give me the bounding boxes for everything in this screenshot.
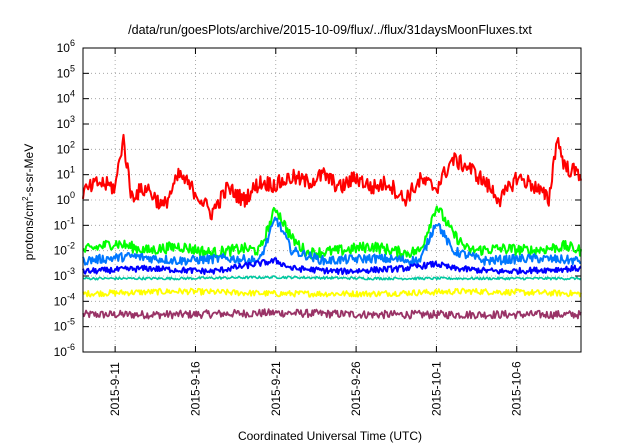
y-tick-label: 10-1	[54, 215, 75, 232]
x-tick-label: 2015-9-26	[349, 361, 363, 416]
y-tick-label: 10-5	[54, 317, 75, 334]
y-tick-base: 10	[57, 193, 71, 207]
y-tick-base: 10	[57, 142, 71, 156]
x-axis-label: Coordinated Universal Time (UTC)	[238, 429, 422, 443]
y-tick-base: 10	[54, 294, 68, 308]
y-tick-base: 10	[57, 117, 71, 131]
y-tick-label: 10-6	[54, 342, 75, 359]
y-tick-label: 103	[57, 114, 75, 131]
y-tick-label: 105	[57, 63, 75, 80]
y-tick-base: 10	[54, 320, 68, 334]
series-line	[82, 205, 582, 260]
y-tick-exp: 3	[70, 114, 75, 124]
series-line	[82, 216, 581, 266]
y-axis-label: protons/cm2-s-sr-MeV	[21, 144, 36, 260]
y-tick-label: 10-4	[54, 291, 75, 308]
y-tick-base: 10	[57, 92, 71, 106]
y-tick-label: 102	[57, 139, 75, 156]
y-tick-base: 10	[54, 218, 68, 232]
y-axis-label-main: protons/cm	[22, 201, 36, 260]
y-tick-labels: 10-610-510-410-310-210-11001011021031041…	[54, 38, 75, 359]
y-tick-exp: -4	[67, 291, 75, 301]
y-tick-base: 10	[54, 269, 68, 283]
y-tick-exp: 4	[70, 89, 75, 99]
y-tick-label: 104	[57, 89, 75, 106]
chart-title: /data/run/goesPlots/archive/2015-10-09/f…	[128, 23, 532, 37]
y-tick-base: 10	[57, 41, 71, 55]
y-tick-exp: -1	[67, 215, 75, 225]
x-tick-label: 2015-9-16	[188, 361, 202, 416]
y-tick-base: 10	[57, 168, 71, 182]
y-tick-exp: -3	[67, 266, 75, 276]
y-tick-exp: -2	[67, 241, 75, 251]
y-tick-exp: 5	[70, 63, 75, 73]
y-tick-exp: 1	[70, 165, 75, 175]
series-line	[82, 308, 582, 320]
series-layer	[82, 133, 582, 320]
series-line	[82, 133, 582, 221]
y-tick-label: 101	[57, 165, 75, 182]
y-tick-exp: 0	[70, 190, 75, 200]
y-tick-exp: 2	[70, 139, 75, 149]
y-tick-label: 106	[57, 38, 75, 55]
series-line	[82, 287, 582, 298]
y-axis-label-exp: 2	[21, 196, 30, 201]
plot-frame	[82, 47, 582, 353]
x-tick-label: 2015-9-21	[269, 361, 283, 416]
y-tick-exp: -5	[67, 317, 75, 327]
x-tick-label: 2015-10-1	[429, 361, 443, 416]
series-line	[82, 257, 582, 276]
y-axis-label-rest: -s-sr-MeV	[22, 144, 36, 197]
y-tick-exp: 6	[70, 38, 75, 48]
y-tick-label: 100	[57, 190, 75, 207]
y-tick-base: 10	[54, 244, 68, 258]
y-tick-base: 10	[54, 345, 68, 359]
y-tick-exp: -6	[67, 342, 75, 352]
y-tick-label: 10-2	[54, 241, 75, 258]
y-tick-label: 10-3	[54, 266, 75, 283]
x-tick-label: 2015-9-11	[108, 362, 122, 416]
x-tick-label: 2015-10-6	[510, 361, 524, 416]
series-line	[82, 275, 582, 281]
x-tick-labels: 2015-9-11 2015-9-16 2015-9-21 2015-9-26 2015…	[108, 361, 524, 416]
y-tick-base: 10	[57, 66, 71, 80]
